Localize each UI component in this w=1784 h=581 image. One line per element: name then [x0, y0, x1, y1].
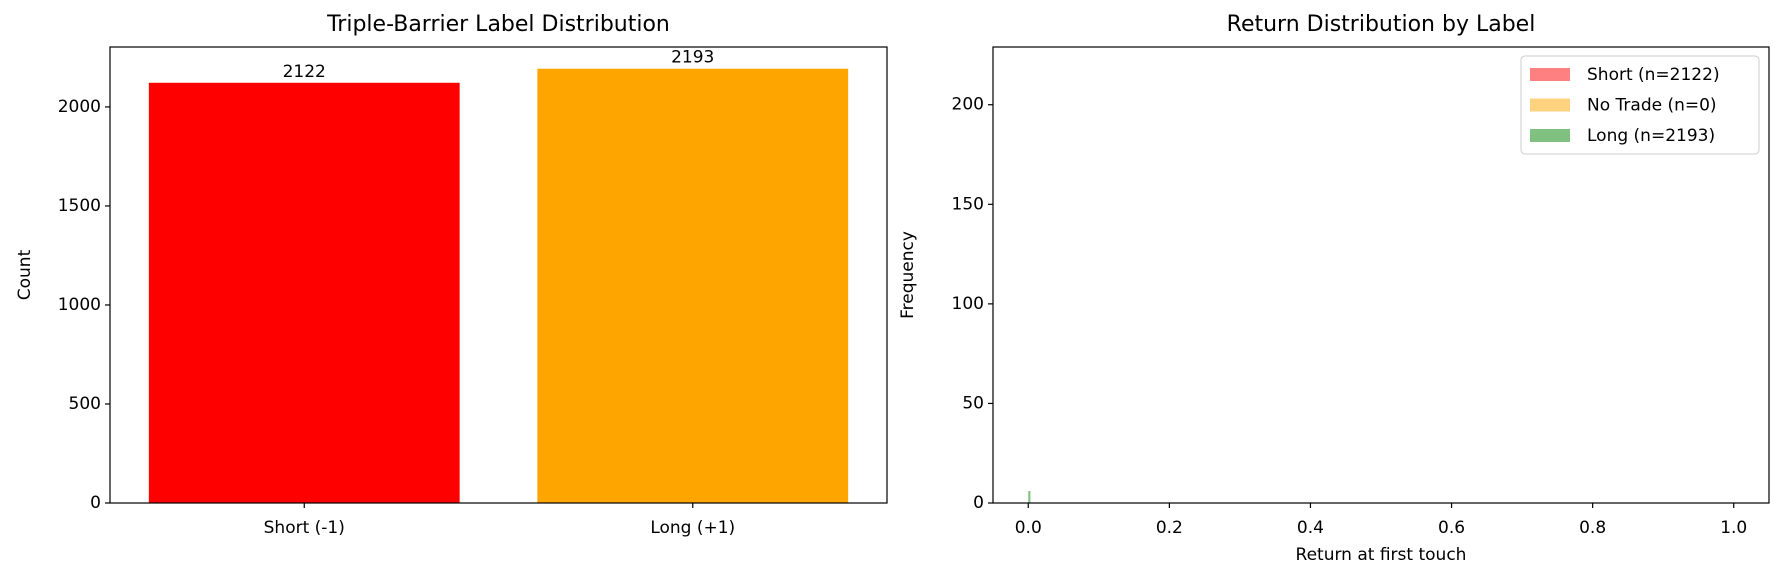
x-tick-label: Short (-1): [264, 518, 345, 538]
x-tick-label: 0.6: [1438, 518, 1465, 538]
chart-title: Return Distribution by Label: [1227, 12, 1536, 37]
axes-frame: [109, 46, 888, 504]
y-tick-label: 500: [69, 394, 101, 414]
chart-title: Triple-Barrier Label Distribution: [326, 12, 670, 37]
y-tick-label: 0: [90, 493, 101, 513]
x-tick-label: 0.8: [1579, 518, 1606, 538]
panel: Return Distribution by Label Frequency 0 50…: [898, 12, 1770, 565]
legend-swatch: [1530, 129, 1570, 142]
x-tick-label: 1.0: [1720, 518, 1747, 538]
x-tick-label: 0.2: [1156, 518, 1183, 538]
y-tick-label: 1500: [58, 196, 101, 216]
legend-label: No Trade (n=0): [1587, 96, 1717, 116]
panel: Triple-Barrier Label Distribution Count 0 5…: [15, 12, 888, 538]
axes-frame: [992, 46, 1770, 504]
legend-label: Short (n=2122): [1587, 65, 1720, 85]
y-axis-label: Frequency: [898, 231, 918, 319]
x-tick-label: 0.4: [1297, 518, 1324, 538]
y-tick-label: 150: [952, 194, 984, 214]
legend-swatch: [1530, 68, 1570, 81]
bar: [148, 82, 460, 504]
y-tick-label: 2000: [58, 97, 101, 117]
legend-box: [1520, 55, 1760, 155]
bar: [537, 68, 849, 503]
y-tick-label: 200: [952, 95, 984, 115]
y-tick-label: 50: [962, 393, 984, 413]
value-label: 2122: [283, 62, 326, 82]
x-tick-label: 0.0: [1015, 518, 1042, 538]
legend-label: Long (n=2193): [1587, 126, 1715, 146]
y-tick-label: 0: [973, 493, 984, 513]
value-label: 2193: [671, 48, 714, 68]
hist-bar: [1028, 491, 1031, 503]
y-tick-label: 1000: [58, 295, 101, 315]
legend-swatch: [1530, 98, 1570, 112]
legend: Short (n=2122) No Trade (n=0) Long (n=2193…: [1520, 55, 1760, 155]
y-tick-label: 100: [952, 294, 984, 314]
y-axis-label: Count: [15, 249, 35, 300]
x-tick-label: Long (+1): [650, 518, 735, 538]
x-axis-label: Return at first touch: [1296, 545, 1467, 565]
